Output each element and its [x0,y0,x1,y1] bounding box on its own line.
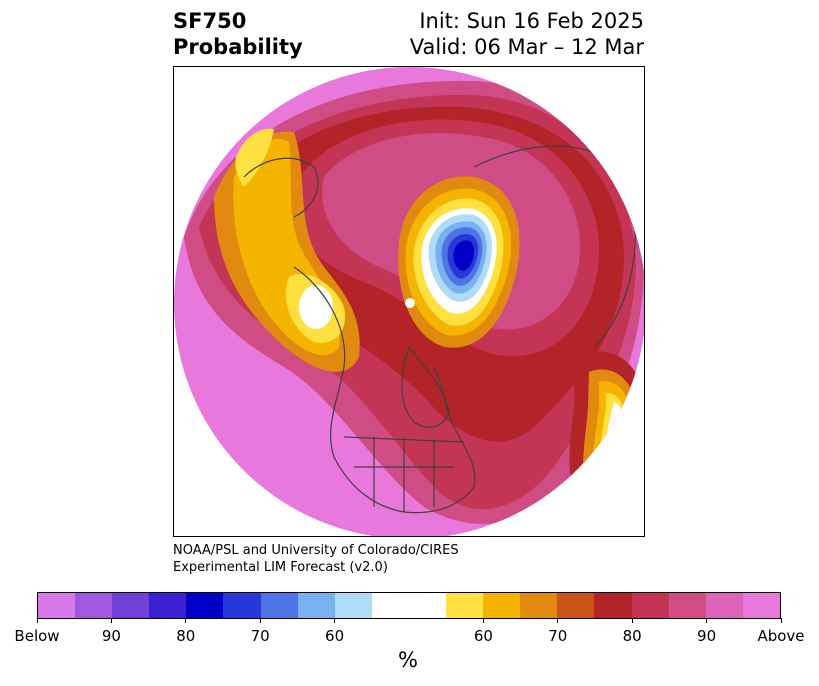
colorbar-tick-label: 70 [250,627,270,645]
colorbar-segment [223,593,261,618]
band-yellow-west [235,128,274,187]
neutral-spot-west [299,285,333,329]
colorbar-segment [149,593,187,618]
credit-line-2: Experimental LIM Forecast (v2.0) [173,560,388,575]
colorbar-tick-label: 80 [176,627,196,645]
product-name: Probability [173,35,303,59]
colorbar-segment [112,593,150,618]
colorbar [37,592,781,619]
colorbar-tick [110,618,112,623]
colorbar-segment [38,593,76,618]
forecast-dates: Init: Sun 16 Feb 2025 Valid: 06 Mar – 12… [410,8,644,60]
usa-borders [343,436,465,512]
colorbar-unit: % [398,648,418,672]
colorbar-segment [334,593,372,618]
greenland-outline [401,345,450,428]
colorbar-segment [557,593,595,618]
colorbar-segment [483,593,521,618]
colorbar-tick-label: 60 [325,627,345,645]
colorbar-segment [668,593,706,618]
colorbar-tick-label: 70 [548,627,568,645]
colorbar-tick [631,618,633,623]
colorbar-segment [371,593,409,618]
colorbar-tick [185,618,187,623]
colorbar-tick [36,618,38,623]
colorbar-segment [742,593,780,618]
variable-name: SF750 [173,9,247,33]
colorbar-segment [520,593,558,618]
colorbar-tick [780,618,782,623]
colorbar-tick [259,618,261,623]
colorbar-segment [446,593,484,618]
colorbar-tick-label: 90 [101,627,121,645]
credit-line-1: NOAA/PSL and University of Colorado/CIRE… [173,543,459,558]
colorbar-segment [186,593,224,618]
init-date: Init: Sun 16 Feb 2025 [419,9,644,33]
neutral-dot [405,298,415,308]
colorbar-tick [334,618,336,623]
colorbar-tick-label: Below [14,627,60,645]
colorbar-tick-label: 90 [697,627,717,645]
colorbar-tick-label: 60 [473,627,493,645]
colorbar-segment [75,593,113,618]
map-panel [173,66,645,537]
colorbar-segment [408,593,447,618]
north-america-outline [293,266,476,514]
colorbar-segment [631,593,669,618]
map-disk [174,67,644,536]
colorbar-tick [557,618,559,623]
chart-title: SF750 Probability [173,8,303,60]
alaska-outline [243,157,319,218]
valid-range: Valid: 06 Mar – 12 Mar [409,35,644,59]
colorbar-segment [260,593,298,618]
colorbar-tick-label: Above [757,627,805,645]
colorbar-tick [482,618,484,623]
below-core [453,240,475,271]
colorbar-segment [705,593,743,618]
colorbar-segment [594,593,632,618]
colorbar-tick [706,618,708,623]
colorbar-segment [297,593,335,618]
probability-map [174,67,644,536]
credits: NOAA/PSL and University of Colorado/CIRE… [173,542,459,576]
colorbar-ticks [36,618,782,628]
colorbar-tick-label: 80 [622,627,642,645]
